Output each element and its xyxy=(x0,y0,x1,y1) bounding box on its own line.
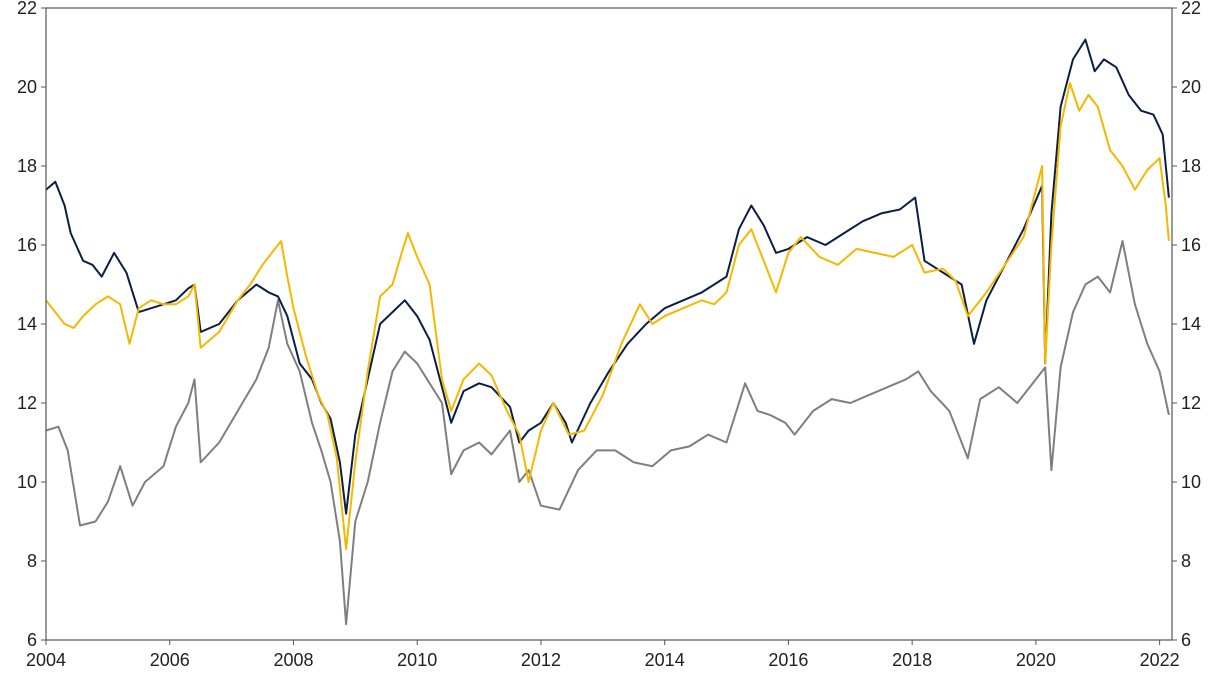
y-tick-label-left: 6 xyxy=(27,630,37,650)
series-line-3 xyxy=(45,82,1170,551)
y-tick-label-left: 8 xyxy=(27,551,37,571)
y-tick-label-right: 18 xyxy=(1181,156,1201,176)
y-axis-left: 6 8 10 12 14 16 18 20 22 xyxy=(17,0,46,650)
y-tick-label-right: 12 xyxy=(1181,393,1201,413)
y-tick-label-left: 22 xyxy=(17,0,37,18)
y-tick-label-right: 22 xyxy=(1181,0,1201,18)
y-axis-right: 6 8 10 12 14 16 18 20 22 xyxy=(1172,0,1201,650)
y-tick-label-right: 6 xyxy=(1181,630,1191,650)
x-tick-label: 2008 xyxy=(273,650,313,670)
x-tick-label: 2018 xyxy=(892,650,932,670)
y-tick-label-left: 16 xyxy=(17,235,37,255)
x-tick-label: 2012 xyxy=(521,650,561,670)
y-tick-label-left: 10 xyxy=(17,472,37,492)
x-tick-label: 2006 xyxy=(150,650,190,670)
x-axis: 2004 2006 2008 2010 2012 2014 2016 2018 2020 2022 xyxy=(26,640,1180,670)
series-layer xyxy=(45,38,1170,626)
plot-frame xyxy=(45,7,1173,641)
x-tick-label: 2022 xyxy=(1140,650,1180,670)
x-tick-label: 2014 xyxy=(645,650,685,670)
y-tick-label-right: 16 xyxy=(1181,235,1201,255)
y-tick-label-left: 18 xyxy=(17,156,37,176)
series-line-1 xyxy=(45,240,1170,626)
y-tick-label-right: 20 xyxy=(1181,77,1201,97)
x-tick-label: 2004 xyxy=(26,650,66,670)
y-tick-label-left: 20 xyxy=(17,77,37,97)
y-tick-label-right: 14 xyxy=(1181,314,1201,334)
x-tick-label: 2010 xyxy=(397,650,437,670)
x-tick-label: 2020 xyxy=(1016,650,1056,670)
y-tick-label-left: 14 xyxy=(17,314,37,334)
series-line-2 xyxy=(45,38,1170,515)
y-tick-label-right: 10 xyxy=(1181,472,1201,492)
y-tick-label-left: 12 xyxy=(17,393,37,413)
y-tick-label-right: 8 xyxy=(1181,551,1191,571)
x-tick-label: 2016 xyxy=(768,650,808,670)
